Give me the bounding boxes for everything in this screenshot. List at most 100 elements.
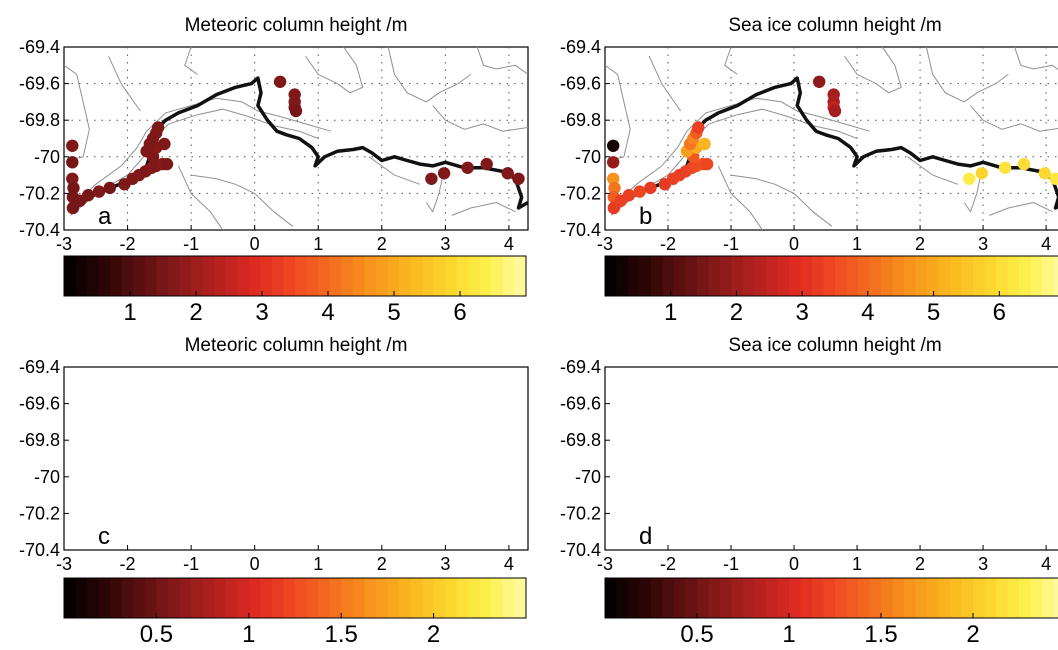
colorbar-segment: [87, 578, 100, 618]
colorbar-segment: [800, 256, 813, 296]
colorbar-segment: [697, 578, 710, 618]
colorbar-segment: [1030, 578, 1043, 618]
colorbar-segment: [720, 578, 733, 618]
y-tick-label: -70.4: [19, 540, 60, 560]
colorbar-segment: [121, 256, 134, 296]
colorbar-segment: [248, 256, 261, 296]
x-tick-label: -1: [723, 554, 739, 574]
colorbar-segment: [468, 578, 481, 618]
panel-label: b: [639, 203, 652, 230]
colorbar-segment: [927, 578, 940, 618]
axes-frame: [604, 366, 1058, 551]
colorbar-segment: [167, 578, 181, 618]
colorbar-segment: [835, 578, 848, 618]
colorbar-segment: [1042, 578, 1055, 618]
panel-label: a: [98, 203, 112, 230]
y-tick-label: -70.2: [560, 503, 601, 523]
y-tick-label: -70.4: [560, 540, 601, 560]
colorbar-segment: [731, 256, 744, 296]
colorbar-segment: [858, 256, 871, 296]
colorbar-segment: [260, 578, 273, 618]
data-point: [92, 185, 106, 198]
colorbar-segment: [823, 256, 836, 296]
panel-label: d: [639, 523, 652, 550]
data-point: [67, 181, 80, 195]
x-tick-label: -3: [597, 234, 613, 254]
colorbar-segment: [167, 256, 181, 296]
colorbar-tick-label: 1: [664, 299, 677, 326]
colorbar-segment: [352, 256, 365, 296]
colorbar-segment: [950, 578, 963, 618]
colorbar: 1 2 3 4 5 6: [604, 255, 1058, 326]
colorbar-segment: [662, 256, 675, 296]
colorbar-segment: [491, 256, 504, 296]
axes-frame: [63, 366, 529, 551]
y-tick-label: -69.4: [560, 357, 601, 377]
colorbar-frame: [604, 577, 1058, 619]
y-tick-label: -69.6: [19, 74, 60, 94]
y-tick-label: -70: [34, 467, 60, 487]
y-tick-label: -69.4: [19, 357, 60, 377]
x-tick-label: 2: [377, 234, 387, 254]
chart-title: Sea ice column height /m: [728, 15, 941, 36]
colorbar-segment: [341, 578, 354, 618]
colorbar-segment: [191, 256, 204, 296]
colorbar-segment: [697, 256, 710, 296]
bathymetry-contour: [368, 156, 421, 185]
colorbar-segment: [743, 256, 756, 296]
bathymetry-contour: [989, 201, 1053, 216]
colorbar-segment: [685, 256, 698, 296]
y-tick-label: -69.6: [560, 74, 601, 94]
x-tick-label: -3: [56, 234, 72, 254]
y-tick-label: -69.4: [560, 37, 601, 57]
colorbar-segment: [1019, 256, 1032, 296]
y-tick-label: -70.4: [560, 220, 601, 240]
colorbar-segment: [639, 256, 652, 296]
x-tick-label: 3: [440, 554, 450, 574]
colorbar-tick-label: 5: [927, 299, 940, 326]
colorbar-segment: [605, 578, 618, 618]
bathymetry-contour: [970, 105, 1058, 132]
data-point: [698, 137, 711, 151]
bathymetry-contour: [610, 97, 870, 209]
colorbar-segment: [491, 578, 504, 618]
colorbar-tick-label: 1: [242, 621, 255, 648]
data-point: [66, 172, 79, 185]
colorbar-segment: [812, 256, 825, 296]
x-tick-label: 4: [504, 234, 514, 254]
colorbar-segment: [283, 256, 296, 296]
colorbar-segment: [260, 256, 273, 296]
bathymetry-contour: [724, 47, 738, 75]
data-point: [158, 137, 171, 151]
panel-b: Sea ice column height /m -3 -2 -1 0 1 2 3 4 -69.4…: [560, 15, 1058, 326]
colorbar-tick-label: 0.5: [680, 621, 713, 648]
colorbar-segment: [98, 578, 111, 618]
bathymetry-contour: [108, 55, 141, 112]
colorbar-segment: [121, 578, 134, 618]
data-point: [700, 157, 714, 171]
x-tick-label: 0: [789, 554, 799, 574]
y-tick-label: -69.8: [560, 430, 601, 450]
colorbar-segment: [823, 578, 836, 618]
bathymetry-contour: [476, 47, 528, 75]
colorbar-segment: [881, 256, 894, 296]
colorbar-frame: [604, 255, 1058, 297]
bathymetry-contour: [64, 64, 90, 161]
colorbar-tick-label: 3: [255, 299, 268, 326]
colorbar-segment: [514, 256, 527, 296]
colorbar-segment: [306, 578, 319, 618]
colorbar-segment: [422, 256, 435, 296]
colorbar-segment: [410, 256, 423, 296]
colorbar-segment: [144, 578, 157, 618]
colorbar-segment: [341, 256, 354, 296]
bathymetry-contour: [1014, 47, 1058, 70]
colorbar-segment: [87, 256, 100, 296]
colorbar-segment: [133, 578, 146, 618]
colorbar-segment: [329, 256, 342, 296]
colorbar-segment: [766, 578, 779, 618]
x-tick-label: -2: [660, 554, 676, 574]
colorbar-segment: [1019, 578, 1032, 618]
colorbar-segment: [1007, 256, 1020, 296]
bathymetry-contour: [177, 165, 224, 230]
